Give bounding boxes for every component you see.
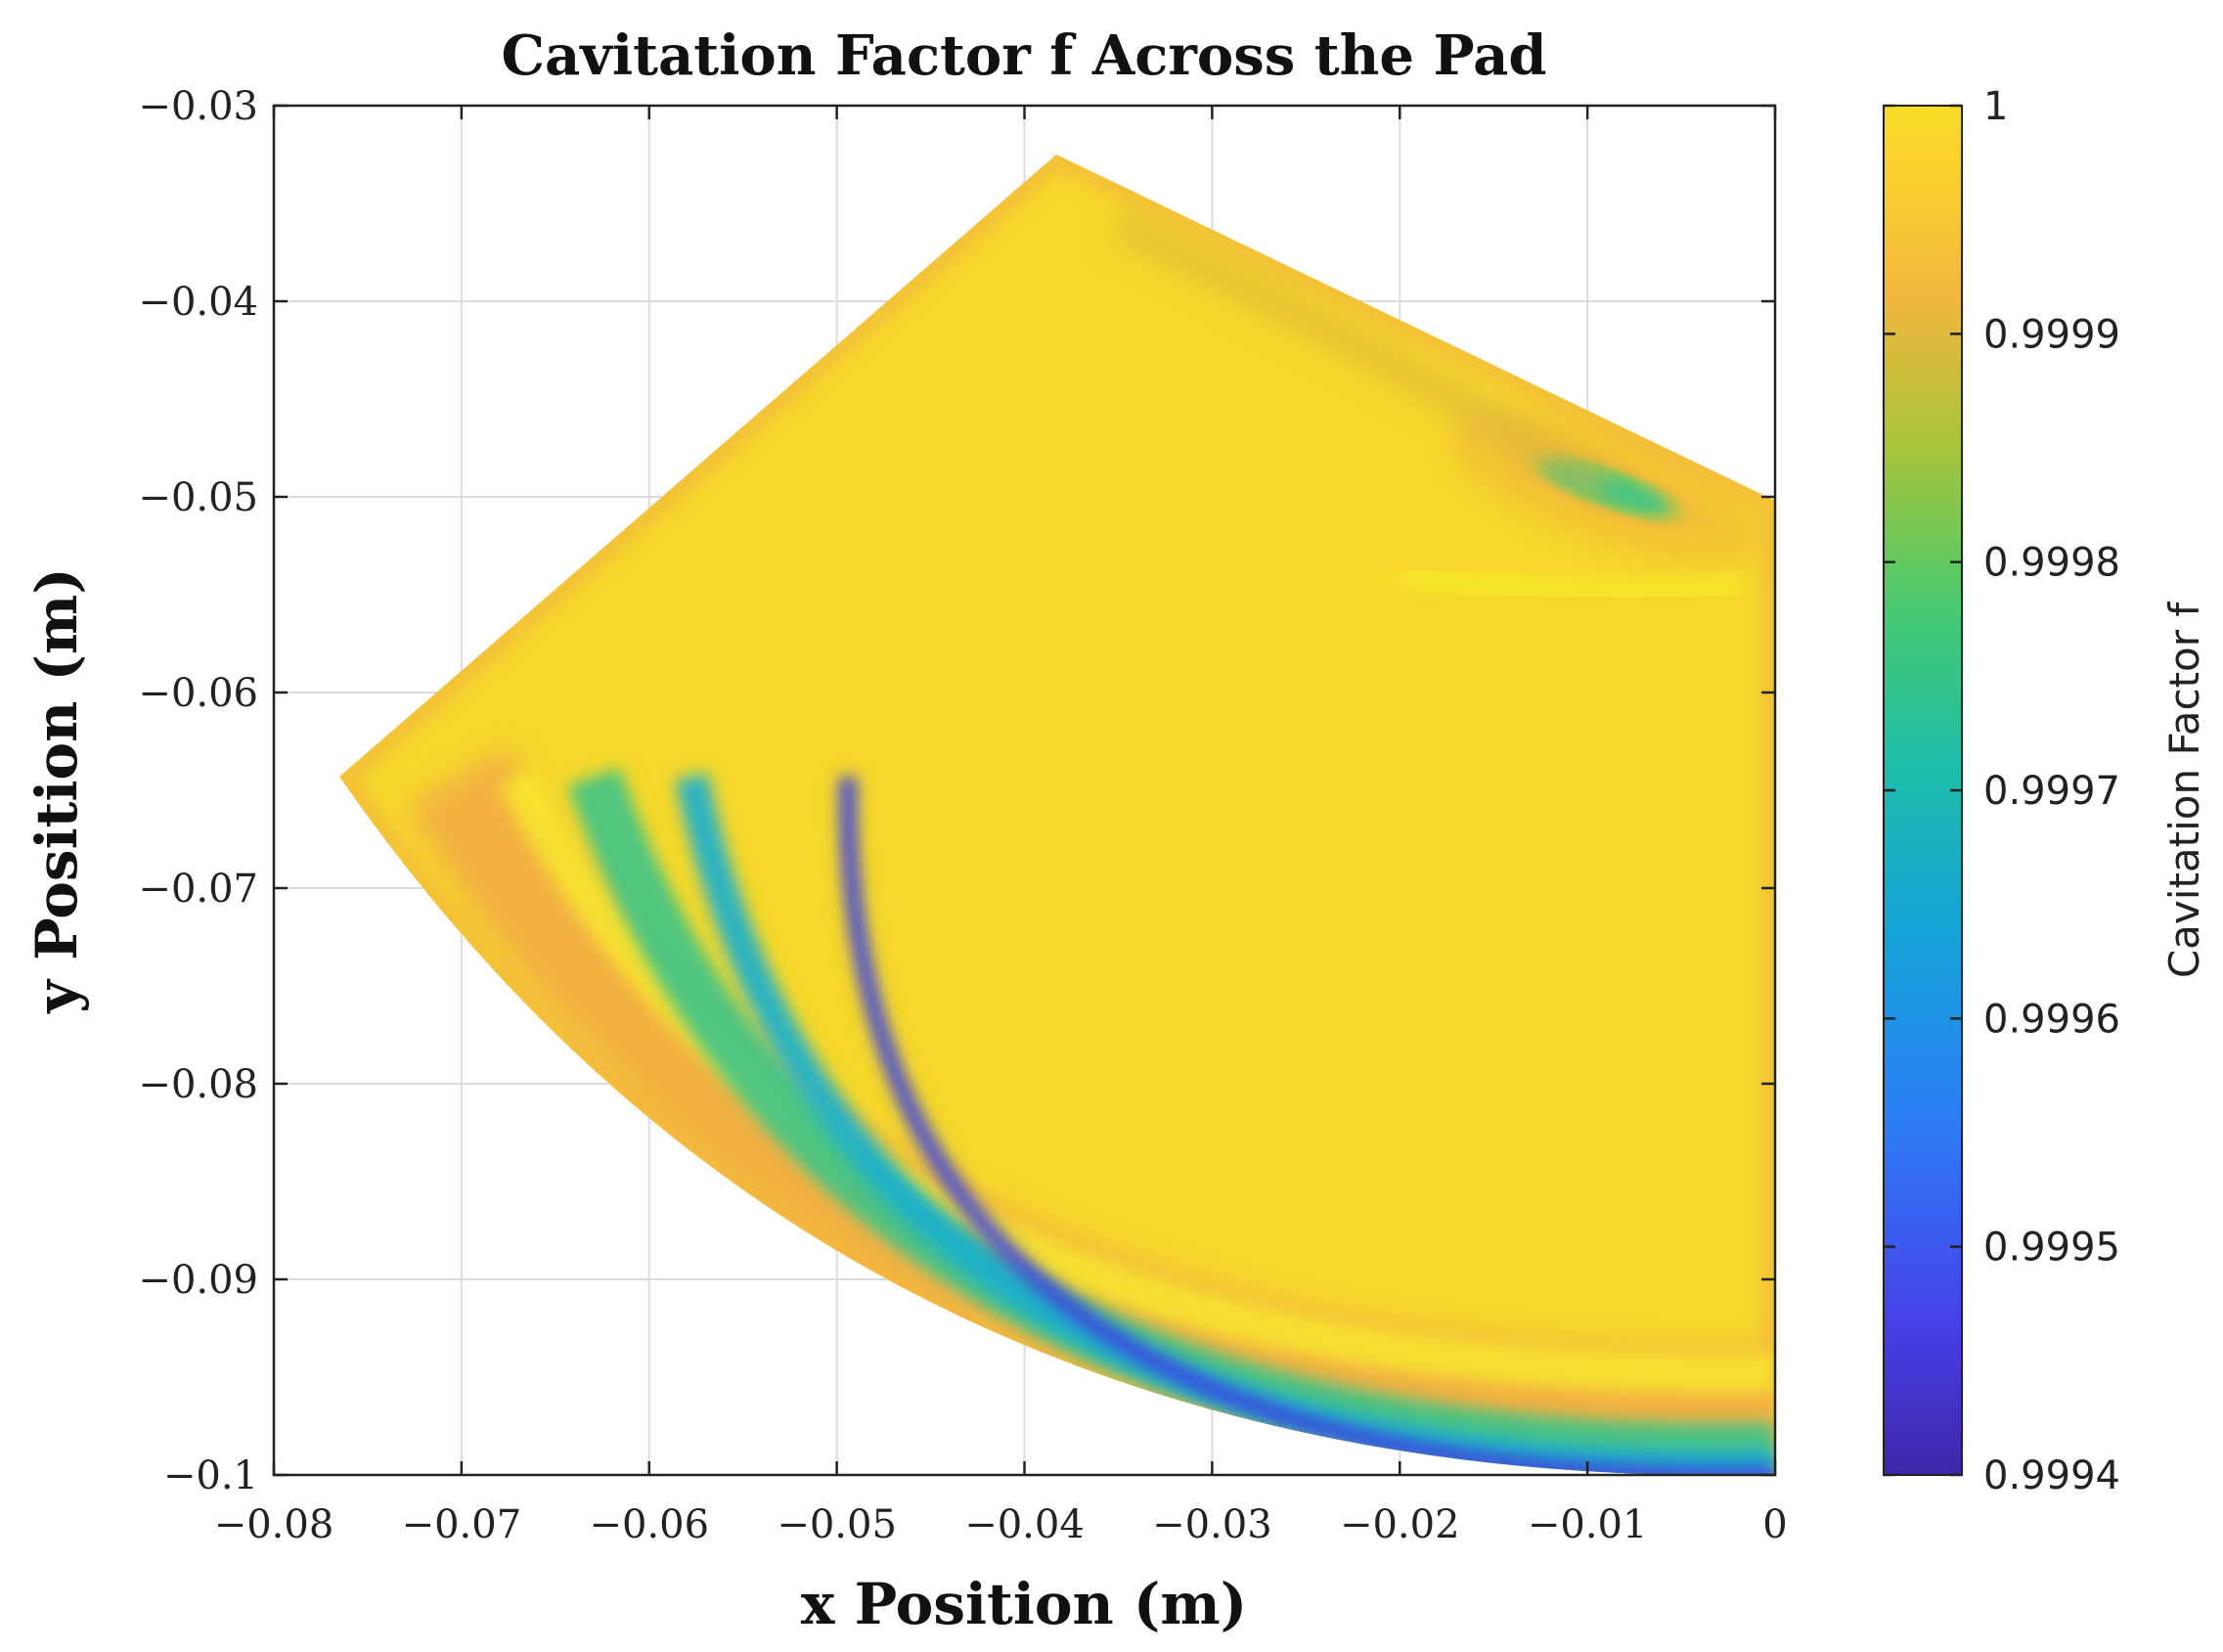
corner-pocket-glow xyxy=(1398,562,1740,605)
y-tick-label-6: −0.09 xyxy=(138,1258,258,1303)
outer-arc-cyan-band xyxy=(675,773,1775,1476)
chart-title: Cavitation Factor f Across the Pad xyxy=(501,23,1546,88)
y-tick-label-1: −0.04 xyxy=(138,280,258,325)
x-tick-label-5: −0.03 xyxy=(1152,1502,1272,1547)
y-tick-label-4: −0.07 xyxy=(138,867,258,912)
colorbar-ticks: 1 0.9999 0.9998 0.9997 0.9996 0.9995 0.9994 xyxy=(1884,84,2120,1498)
y-tick-label-2: −0.05 xyxy=(138,475,258,520)
corner-pocket-streak xyxy=(1111,207,1616,502)
colorbar-tick-label-3: 0.9997 xyxy=(1983,769,2120,814)
y-axis-label: y Position (m) xyxy=(23,567,90,1013)
x-tick-label-0: −0.08 xyxy=(214,1502,334,1547)
x-ticks: −0.08 −0.07 −0.06 −0.05 −0.04 −0.03 −0.02 −0.01… xyxy=(214,106,1788,1547)
colorbar-tick-label-4: 0.9996 xyxy=(1983,997,2120,1042)
x-tick-label-3: −0.05 xyxy=(777,1502,897,1547)
colorbar-tick-label-0: 1 xyxy=(1983,84,2008,129)
pad-heatmap xyxy=(339,155,1775,1476)
outer-arc-blue-band xyxy=(839,776,1775,1476)
x-tick-label-7: −0.01 xyxy=(1528,1502,1648,1547)
x-tick-label-4: −0.04 xyxy=(964,1502,1085,1547)
colorbar-label: Cavitation Factor f xyxy=(2160,602,2208,979)
y-tick-label-0: −0.03 xyxy=(138,84,258,129)
x-axis-label: x Position (m) xyxy=(801,1571,1247,1637)
y-tick-label-7: −0.1 xyxy=(163,1453,258,1498)
x-tick-label-8: 0 xyxy=(1762,1502,1787,1547)
colorbar-tick-label-6: 0.9994 xyxy=(1983,1453,2120,1498)
x-tick-label-6: −0.02 xyxy=(1340,1502,1460,1547)
y-tick-label-3: −0.06 xyxy=(138,671,258,716)
colorbar-tick-label-2: 0.9998 xyxy=(1983,541,2120,586)
y-ticks: −0.03 −0.04 −0.05 −0.06 −0.07 −0.08 −0.09 −0.1 xyxy=(138,84,1775,1498)
x-tick-label-1: −0.07 xyxy=(402,1502,522,1547)
y-tick-label-5: −0.08 xyxy=(138,1062,258,1107)
colorbar: 1 0.9999 0.9998 0.9997 0.9996 0.9995 0.9994 Ca… xyxy=(1883,84,2208,1498)
x-tick-label-2: −0.06 xyxy=(589,1502,709,1547)
colorbar-tick-label-5: 0.9995 xyxy=(1983,1226,2120,1271)
colorbar-tick-label-1: 0.9999 xyxy=(1983,312,2120,357)
